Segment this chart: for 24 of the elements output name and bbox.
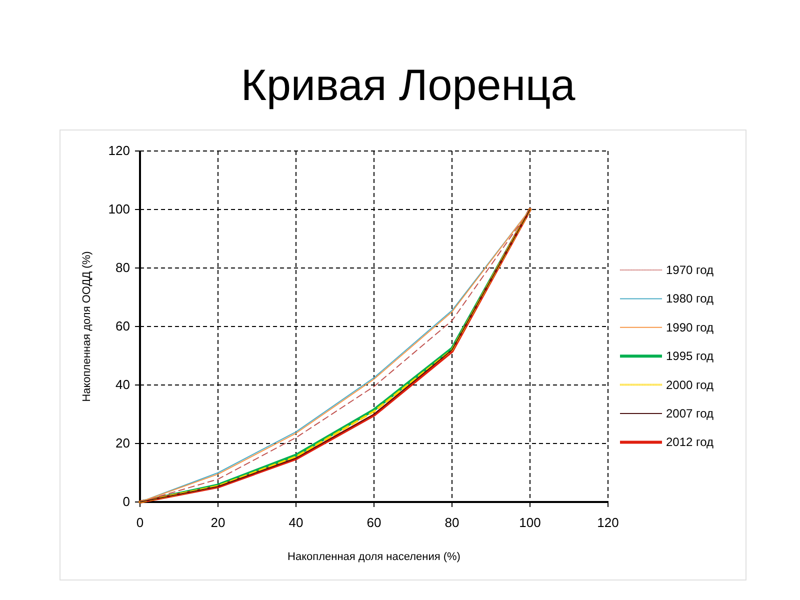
y-axis-title: Накопленная доля ООДД (%): [81, 251, 93, 402]
legend-label: 1970 год: [666, 263, 714, 277]
x-tick-label: 40: [288, 515, 304, 530]
legend-label: 1990 год: [666, 320, 714, 334]
legend-label: 2000 год: [666, 378, 714, 392]
legend-label: 1995 год: [666, 349, 714, 364]
y-tick-label: 0: [122, 494, 130, 509]
x-tick-label: 100: [519, 515, 541, 530]
y-tick-label: 120: [108, 143, 130, 158]
legend-label: 1980 год: [666, 292, 714, 306]
chart-title: Кривая Лоренца: [240, 61, 576, 110]
y-tick-label: 20: [116, 436, 130, 450]
x-tick-label: 0: [136, 515, 144, 530]
legend-label: 2012 год: [666, 435, 714, 450]
x-tick-label: 120: [597, 515, 619, 530]
y-tick-label: 80: [116, 260, 130, 275]
x-tick-label: 80: [444, 515, 460, 530]
y-tick-label: 100: [108, 202, 130, 216]
x-axis-title: Накопленная доля населения (%): [288, 551, 460, 563]
y-tick-label: 60: [116, 318, 130, 334]
y-tick-label: 40: [116, 377, 130, 392]
legend-label: 2007 год: [666, 406, 714, 420]
x-tick-label: 20: [210, 515, 226, 530]
x-tick-label: 60: [366, 515, 382, 530]
